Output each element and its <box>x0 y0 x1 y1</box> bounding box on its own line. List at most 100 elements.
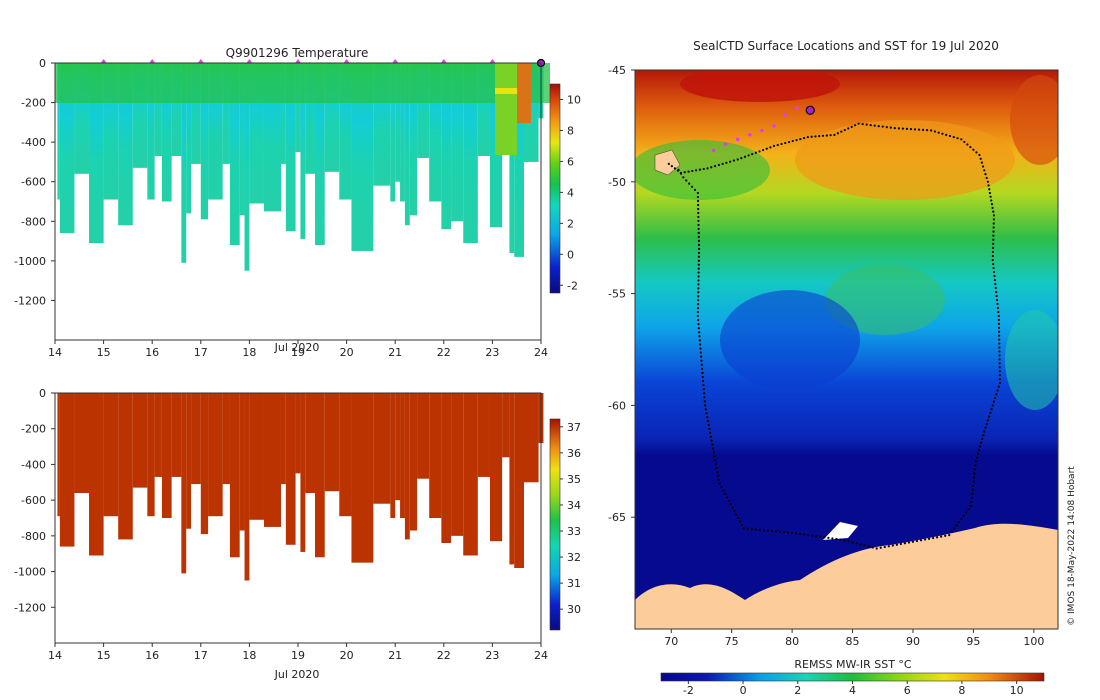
track-point <box>975 151 978 154</box>
profile-column <box>351 63 374 251</box>
track-point <box>687 170 690 173</box>
track-point <box>697 235 700 239</box>
temperature-surface-overlay <box>55 63 550 155</box>
colorbar-tick-label: 37 <box>567 421 581 434</box>
x-tick-label: 17 <box>194 346 208 359</box>
track-point <box>997 385 1000 388</box>
track-point <box>998 338 1001 341</box>
colorbar-tick-label: 0 <box>567 248 574 261</box>
track-point <box>697 255 701 258</box>
track-point <box>932 536 935 540</box>
track-point <box>713 455 716 458</box>
track-point <box>731 506 734 509</box>
profile-column <box>186 63 192 214</box>
track-point <box>985 176 988 180</box>
y-tick-label: -400 <box>21 136 46 149</box>
x-tick-label: 18 <box>242 649 256 662</box>
track-point <box>697 283 700 286</box>
x-tick-label: 20 <box>340 649 354 662</box>
profile-column <box>451 393 464 536</box>
x-tick-label: 16 <box>145 649 159 662</box>
profile-column <box>417 393 430 479</box>
track-point <box>711 447 715 450</box>
colorbar-tick-label: 10 <box>567 93 581 106</box>
track-point <box>992 218 995 221</box>
track-point <box>865 123 868 126</box>
track-point <box>975 456 978 459</box>
track-point <box>885 126 888 129</box>
y-tick-label: -1200 <box>14 294 46 307</box>
track-point <box>810 135 813 138</box>
salinity-section-panel: 14 15 16 17 18 19 20 21 22 23 24 0 -200 -400 -600 -800 -… <box>14 387 581 681</box>
track-point <box>776 143 779 147</box>
profile-column <box>280 63 286 164</box>
track-point <box>980 161 983 164</box>
salinity-colorbar <box>549 418 561 631</box>
track-point <box>799 137 802 141</box>
colorbar-tick-label: 32 <box>567 551 581 564</box>
track-point <box>952 135 955 139</box>
track-point <box>667 162 670 166</box>
track-point <box>998 350 1001 353</box>
map-y-tick-label: -50 <box>608 176 626 189</box>
x-tick-label: 14 <box>48 346 62 359</box>
track-point <box>873 124 876 127</box>
sst-colorbar-tick-label: -2 <box>683 684 694 697</box>
track-point <box>948 134 952 138</box>
track-point <box>697 322 700 326</box>
track-point <box>962 514 965 517</box>
temperature-colorbar-ticks: -2 0 2 4 6 8 10 <box>560 93 581 292</box>
track-point <box>917 128 921 131</box>
track-point <box>791 531 794 534</box>
track-point <box>988 415 991 418</box>
profile-column <box>280 393 286 485</box>
track-point <box>703 404 707 407</box>
track-point <box>992 400 996 403</box>
recent-cast-thermocline <box>495 88 517 94</box>
track-point <box>855 542 858 545</box>
profile-column <box>229 393 240 558</box>
track-point <box>706 416 709 419</box>
profile-column <box>57 63 60 200</box>
profile-column <box>489 393 503 542</box>
track-point <box>780 142 783 146</box>
track-point <box>729 160 732 163</box>
track-point <box>992 234 995 237</box>
cyan-patch-east <box>1005 310 1058 410</box>
track-point <box>911 540 915 543</box>
track-point <box>695 169 698 172</box>
track-point <box>703 392 706 395</box>
y-tick-label: -600 <box>21 494 46 507</box>
track-point <box>718 482 721 485</box>
track-point <box>697 247 701 250</box>
track-point <box>697 215 700 219</box>
track-point <box>978 153 981 157</box>
colorbar-tick-label: 36 <box>567 447 581 460</box>
track-point <box>697 231 700 235</box>
track-point <box>998 381 1002 385</box>
profile-column <box>404 63 410 226</box>
profile-column <box>395 63 401 182</box>
track-point <box>854 124 857 127</box>
profile-column <box>249 393 264 520</box>
track-point <box>696 306 700 310</box>
track-point <box>683 171 686 174</box>
track-point <box>895 543 898 546</box>
profile-column <box>161 63 172 202</box>
track-point <box>770 529 774 533</box>
track-point <box>969 146 972 149</box>
x-tick-label: 21 <box>388 649 402 662</box>
track-point <box>991 258 994 262</box>
track-point <box>677 168 680 171</box>
track-point <box>971 492 974 495</box>
track-point <box>891 544 894 547</box>
map-y-tick-label: -55 <box>608 288 626 301</box>
temperature-x-axis-label: Jul 2020 <box>274 341 320 354</box>
track-point <box>970 500 973 504</box>
profile-column <box>373 393 391 504</box>
track-point <box>716 470 719 474</box>
track-point <box>702 388 705 391</box>
map-x-tick-label: 75 <box>725 635 739 648</box>
track-point <box>988 191 992 195</box>
